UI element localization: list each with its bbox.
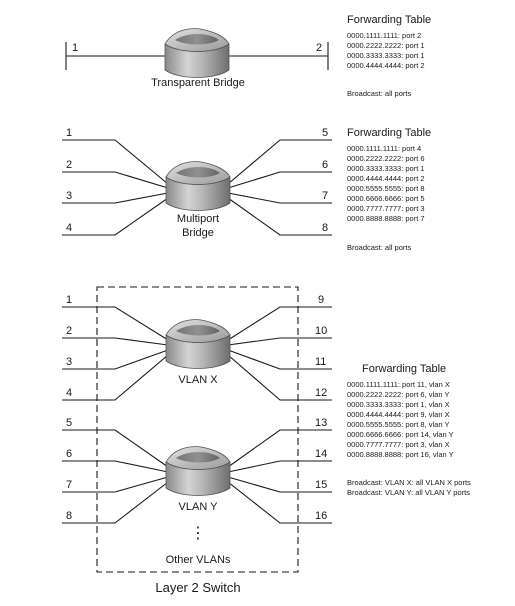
port-label: 4 — [66, 387, 72, 399]
vlan-x-label: VLAN X — [178, 374, 218, 386]
wire-port-16 — [227, 481, 332, 524]
forwarding-table-title: Forwarding Table — [347, 14, 431, 26]
wire-port-3 — [62, 349, 169, 370]
forwarding-entry: 0000.2222.2222: port 6 — [347, 154, 425, 163]
wire-port-1 — [62, 139, 169, 185]
forwarding-entry: 0000.2222.2222: port 6, vlan Y — [347, 390, 449, 399]
forwarding-entry: 0000.5555.5555: port 8 — [347, 184, 425, 193]
transparent-bridge-icon — [164, 28, 230, 78]
wire-port-8 — [62, 481, 169, 524]
wire-port-8 — [227, 197, 332, 236]
port-label: 2 — [316, 42, 322, 54]
vlan-x-bridge-icon — [165, 319, 231, 369]
forwarding-entry: 0000.1111.1111: port 11, vlan X — [347, 380, 450, 389]
broadcast-rule: Broadcast: VLAN Y: all VLAN Y ports — [347, 488, 470, 497]
forwarding-entry: 0000.6666.6666: port 14, vlan Y — [347, 430, 454, 439]
forwarding-entry: 0000.5555.5555: port 8, vlan Y — [347, 420, 449, 429]
port-label: 10 — [315, 325, 327, 337]
broadcast-rule: Broadcast: all ports — [347, 89, 411, 98]
port-label: 15 — [315, 479, 327, 491]
ellipsis-icon: ⋮ — [190, 525, 206, 542]
layer2-switch-section: 1 2 3 4 9 10 11 12 5 6 7 8 13 14 15 16 V… — [62, 286, 471, 595]
forwarding-entry: 0000.7777.7777: port 3 — [347, 204, 425, 213]
port-label: 14 — [315, 448, 327, 460]
port-label: 2 — [66, 159, 72, 171]
transparent-bridge-label: Transparent Bridge — [151, 77, 245, 89]
wire-port-10 — [227, 337, 332, 346]
other-vlans-label: Other VLANs — [166, 554, 231, 566]
wire-port-5 — [227, 139, 332, 185]
wire-port-5 — [62, 429, 169, 468]
forwarding-entry: 0000.4444.4444: port 9, vlan X — [347, 410, 450, 419]
wire-port-7 — [62, 476, 169, 493]
forwarding-entry: 0000.1111.1111: port 2 — [347, 31, 421, 40]
wire-port-7 — [227, 192, 332, 204]
port-label: 1 — [66, 294, 72, 306]
forwarding-entry: 0000.2222.2222: port 1 — [347, 41, 425, 50]
wire-port-1 — [62, 306, 169, 341]
forwarding-entry: 0000.3333.3333: port 1 — [347, 51, 425, 60]
multiport-bridge-icon — [165, 161, 231, 211]
wire-port-6 — [62, 460, 169, 473]
forwarding-entry: 0000.4444.4444: port 2 — [347, 174, 425, 183]
wire-port-2 — [62, 337, 169, 346]
port-label: 8 — [66, 510, 72, 522]
forwarding-table-title: Forwarding Table — [362, 363, 446, 375]
multiport-bridge-label: Bridge — [182, 227, 214, 239]
port-label: 1 — [72, 42, 78, 54]
port-label: 7 — [322, 190, 328, 202]
wire-port-3 — [62, 192, 169, 204]
port-label: 6 — [322, 159, 328, 171]
port-label: 9 — [318, 294, 324, 306]
port-label: 3 — [66, 190, 72, 202]
forwarding-table-title: Forwarding Table — [347, 127, 431, 139]
forwarding-entry: 0000.6666.6666: port 5 — [347, 194, 425, 203]
port-label: 6 — [66, 448, 72, 460]
port-label: 5 — [66, 417, 72, 429]
wire-port-4 — [62, 197, 169, 236]
vlan-y-bridge-icon — [165, 446, 231, 496]
broadcast-rule: Broadcast: all ports — [347, 243, 411, 252]
multiport-bridge-label: Multiport — [177, 213, 219, 225]
port-label: 4 — [66, 222, 72, 234]
wire-port-4 — [62, 354, 169, 401]
port-label: 7 — [66, 479, 72, 491]
wire-port-12 — [227, 354, 332, 401]
forwarding-entry: 0000.4444.4444: port 2 — [347, 61, 425, 70]
port-label: 12 — [315, 387, 327, 399]
broadcast-rule: Broadcast: VLAN X: all VLAN X ports — [347, 478, 471, 487]
forwarding-entry: 0000.8888.8888: port 16, vlan Y — [347, 450, 454, 459]
forwarding-entry: 0000.3333.3333: port 1, vlan X — [347, 400, 450, 409]
port-label: 16 — [315, 510, 327, 522]
vlan-y-label: VLAN Y — [179, 501, 219, 513]
port-label: 5 — [322, 127, 328, 139]
wire-port-15 — [227, 476, 332, 493]
port-label: 11 — [315, 356, 326, 368]
port-label: 3 — [66, 356, 72, 368]
transparent-bridge-section: 1 2 Transparent Bridge Forwarding Table … — [65, 14, 431, 98]
forwarding-entry: 0000.8888.8888: port 7 — [347, 214, 425, 223]
forwarding-entry: 0000.7777.7777: port 3, vlan X — [347, 440, 450, 449]
wire-port-13 — [227, 429, 332, 468]
wire-port-6 — [227, 171, 332, 189]
forwarding-entry: 0000.1111.1111: port 4 — [347, 144, 421, 153]
port-label: 8 — [322, 222, 328, 234]
port-label: 1 — [66, 127, 72, 139]
forwarding-entry: 0000.3333.3333: port 1 — [347, 164, 425, 173]
layer2-switch-label: Layer 2 Switch — [155, 580, 240, 595]
wire-port-2 — [62, 171, 169, 189]
port-label: 2 — [66, 325, 72, 337]
multiport-bridge-section: 1 2 3 4 5 6 7 8 Multiport Bridge Forward… — [62, 127, 431, 252]
wire-port-11 — [227, 349, 332, 370]
port-label: 13 — [315, 417, 327, 429]
wire-port-14 — [227, 460, 332, 473]
wire-port-9 — [227, 306, 332, 341]
